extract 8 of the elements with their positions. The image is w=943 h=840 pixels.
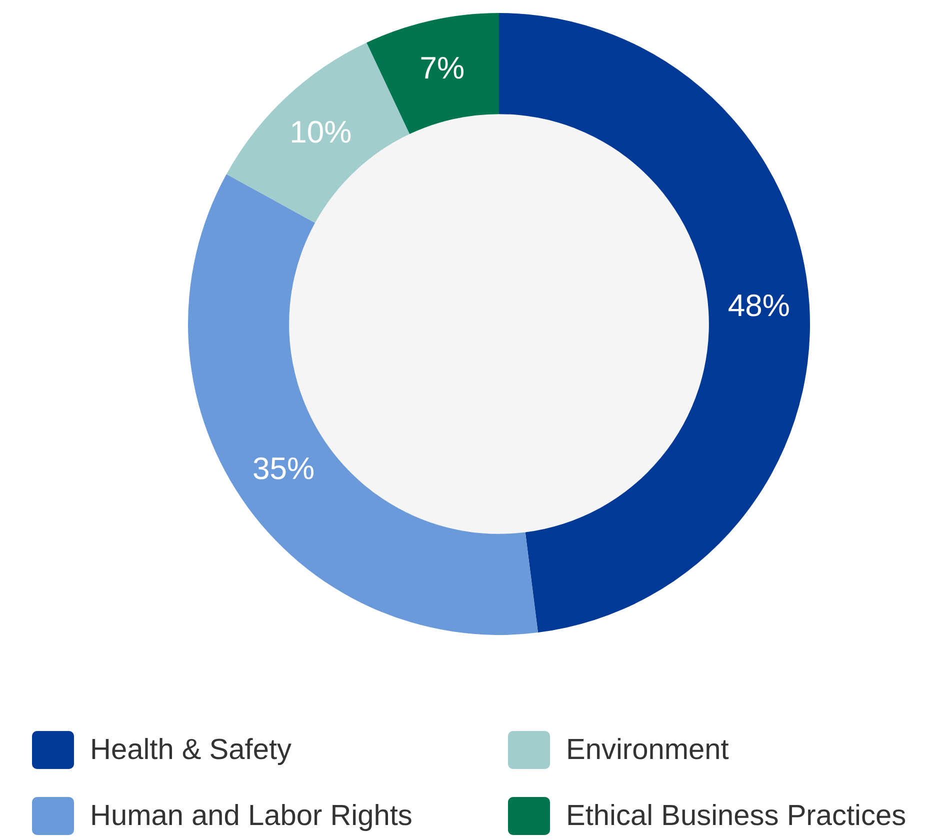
legend-label: Health & Safety: [90, 734, 292, 766]
legend-label: Human and Labor Rights: [90, 800, 412, 832]
legend-label: Environment: [566, 734, 729, 766]
legend-label: Ethical Business Practices: [566, 800, 906, 832]
data-label: 10%: [290, 114, 352, 150]
data-label: 35%: [252, 450, 315, 486]
data-label: 48%: [728, 288, 790, 324]
data-label: 7%: [420, 50, 465, 86]
